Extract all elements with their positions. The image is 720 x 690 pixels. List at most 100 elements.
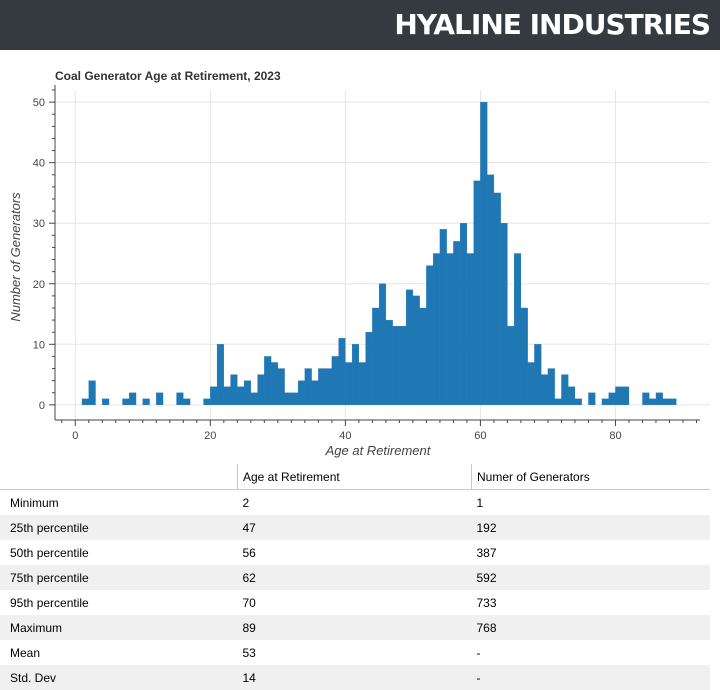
histogram-bar: [588, 392, 596, 406]
histogram-bar: [338, 338, 346, 406]
summary-table: Age at Retirement Numer of Generators Mi…: [0, 464, 710, 690]
histogram-bar: [514, 253, 522, 406]
table-header-blank: [0, 464, 238, 490]
histogram-bar: [365, 332, 373, 406]
histogram-bar: [500, 223, 508, 406]
histogram-bar: [460, 223, 468, 406]
histogram-bar: [203, 398, 211, 406]
histogram-bar: [541, 374, 549, 406]
histogram-bar: [216, 344, 224, 406]
table-cell-count: 192: [471, 515, 710, 540]
table-cell-stat: 25th percentile: [0, 515, 238, 540]
y-tick-label: 10: [33, 339, 45, 351]
table-row: Maximum 89 768: [0, 615, 710, 640]
table-cell-count: 1: [476, 495, 484, 510]
table-cell-age: 89: [237, 615, 472, 640]
histogram-bar: [392, 325, 400, 406]
table-row: 75th percentile 62 592: [0, 565, 710, 590]
histogram-bar: [446, 253, 454, 406]
histogram-bar: [304, 368, 312, 406]
histogram-bar: [649, 398, 657, 406]
histogram-bar: [176, 392, 184, 406]
histogram-bar: [432, 253, 441, 406]
histogram-bar: [358, 362, 366, 406]
histogram-bar: [351, 344, 360, 406]
histogram-bar: [608, 392, 616, 406]
histogram-bar: [480, 101, 488, 406]
histogram-bar: [102, 398, 110, 406]
table-cell-count: -: [476, 645, 481, 660]
bars-group: [81, 101, 677, 406]
table-cell-age: 2: [242, 495, 250, 510]
histogram-bar: [183, 398, 191, 406]
table-cell-age: 70: [242, 595, 256, 610]
table-row: Std. Dev 14 -: [0, 665, 710, 690]
histogram-bar: [318, 368, 326, 406]
histogram-bar: [399, 325, 407, 406]
table-cell-count: 592: [471, 565, 710, 590]
histogram-bar: [439, 229, 447, 406]
histogram-bar: [277, 368, 285, 406]
x-tick-label: 60: [474, 430, 486, 442]
table-cell-stat: Std. Dev: [0, 665, 238, 690]
histogram-bar: [642, 392, 650, 406]
table-cell-count: 733: [476, 595, 497, 610]
histogram-bar: [473, 180, 481, 406]
y-tick-label: 20: [33, 279, 45, 291]
table-row: 95th percentile 70 733: [0, 590, 710, 615]
table-cell-age: 47: [237, 515, 472, 540]
ticks: 0 20 40 60 80 0 10 20 30 40 50: [33, 89, 697, 442]
table-cell-stat: Minimum: [10, 495, 59, 510]
histogram-bar: [453, 241, 461, 406]
table-cell-count: 768: [471, 615, 710, 640]
table-header-age: Age at Retirement: [237, 464, 472, 490]
table-header-row: Age at Retirement Numer of Generators: [0, 464, 710, 490]
histogram-bar: [419, 307, 427, 406]
histogram-bar: [372, 307, 380, 406]
histogram-bar: [466, 253, 474, 406]
histogram-bar: [230, 374, 238, 406]
histogram-bar: [378, 283, 387, 406]
x-tick-label: 0: [72, 430, 78, 442]
histogram-bar: [426, 265, 434, 406]
table-cell-age: 62: [237, 565, 472, 590]
histogram-bar: [568, 386, 576, 406]
histogram-bar: [547, 368, 555, 406]
histogram-bar: [122, 398, 130, 406]
table-cell-count: 387: [476, 545, 497, 560]
histogram-bar: [385, 319, 393, 406]
histogram-bar: [243, 380, 251, 406]
axes: [54, 85, 700, 421]
table-cell-stat: 75th percentile: [0, 565, 238, 590]
histogram-bar: [507, 325, 515, 406]
histogram-bar: [601, 398, 609, 406]
histogram-bar: [223, 386, 231, 406]
table-row: Minimum 2 1: [0, 490, 710, 516]
table-row: 25th percentile 47 192: [0, 515, 710, 540]
table-cell-stat: 50th percentile: [10, 545, 89, 560]
brand-logo: HYALINE INDUSTRIES: [394, 8, 711, 41]
histogram-bar: [264, 356, 272, 406]
y-axis-label: Number of Generators: [8, 192, 23, 322]
histogram-bar: [655, 392, 663, 406]
histogram-bar: [493, 192, 501, 406]
table-cell-age: 14: [237, 665, 472, 690]
histogram-bar: [250, 392, 258, 406]
table-header-count: Numer of Generators: [471, 464, 710, 490]
histogram-bar: [527, 362, 535, 406]
histogram-bar: [554, 398, 562, 406]
histogram-bar: [662, 398, 670, 406]
histogram-bar: [210, 386, 218, 406]
table-cell-stat: Maximum: [0, 615, 238, 640]
histogram-bar: [88, 380, 96, 406]
chart-title: Coal Generator Age at Retirement, 2023: [55, 69, 281, 83]
table-row: Mean 53 -: [0, 640, 710, 665]
histogram-bar: [534, 344, 542, 406]
histogram-bar: [291, 392, 299, 406]
x-tick-label: 40: [339, 430, 351, 442]
histogram-bar: [284, 392, 292, 406]
histogram-bar: [142, 398, 150, 406]
histogram-bar: [331, 356, 339, 406]
histogram-bar: [257, 374, 265, 406]
histogram-bar: [574, 398, 582, 406]
